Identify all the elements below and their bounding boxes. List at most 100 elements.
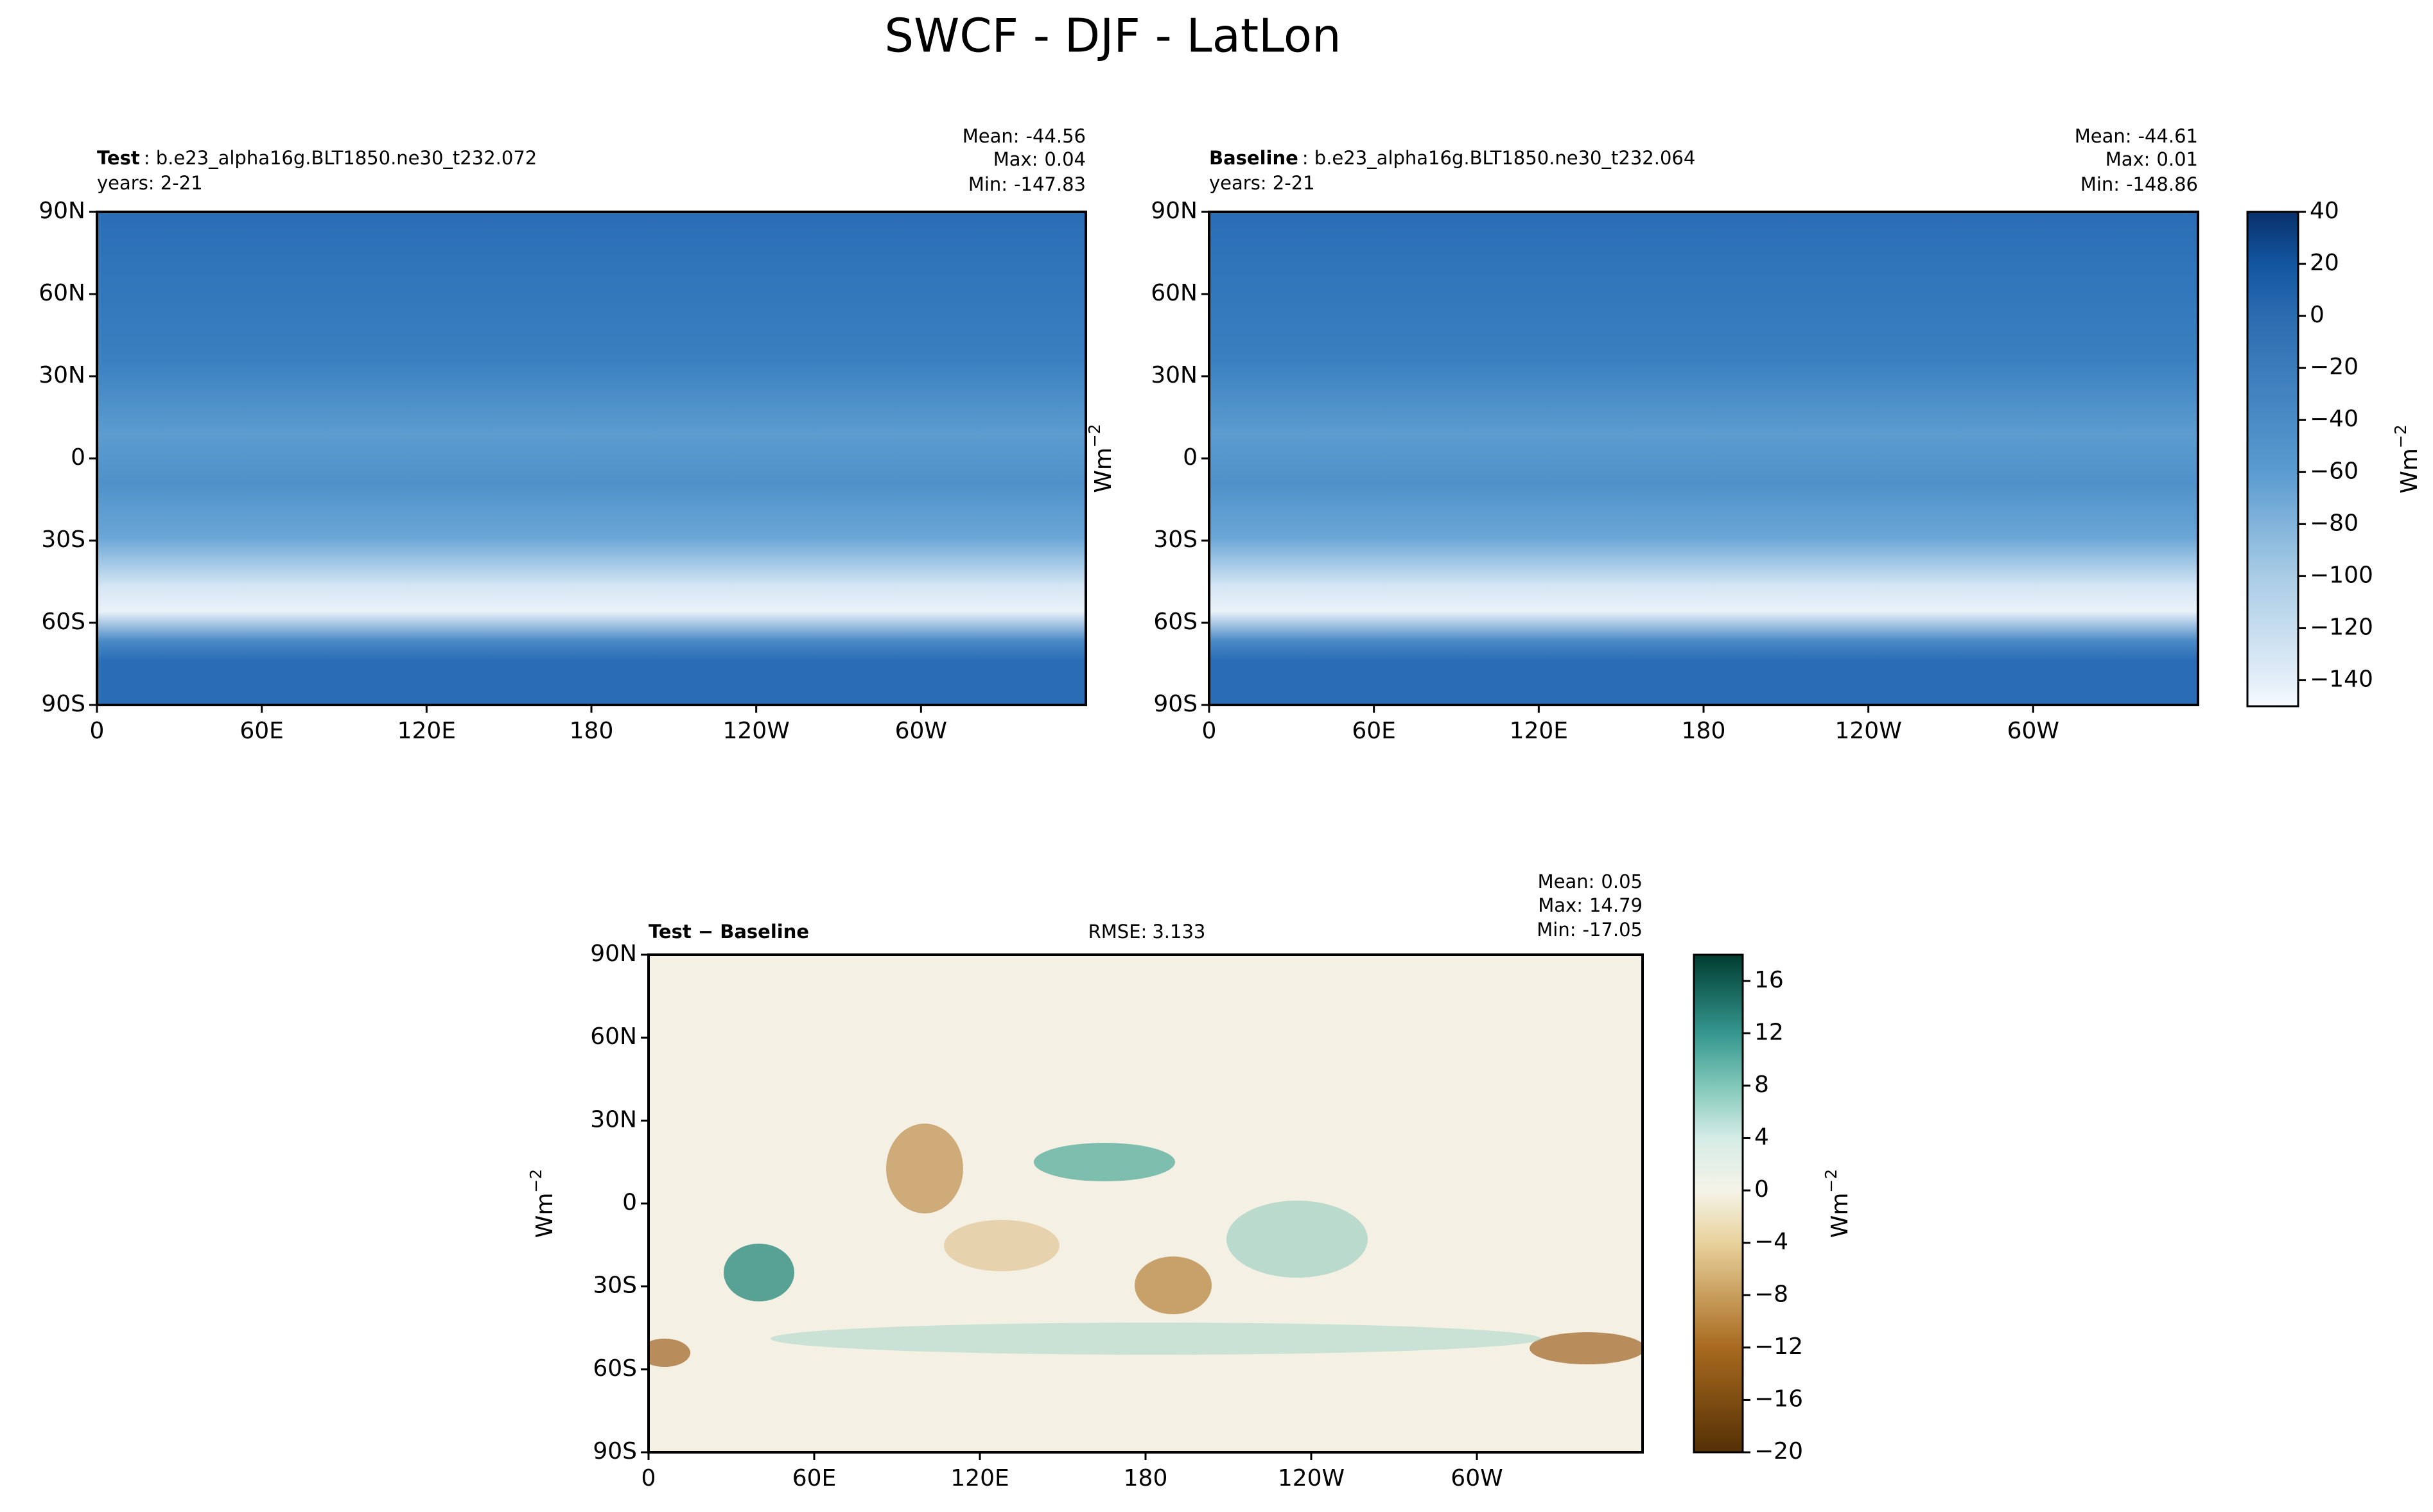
y-tick-label: 60S — [593, 1355, 637, 1382]
y-tick-label: 30S — [593, 1273, 637, 1299]
axis-units: Wm−2 — [527, 1169, 558, 1238]
y-tick-label: 60S — [41, 609, 85, 635]
units-exp: −2 — [527, 1169, 545, 1193]
stat-label: Mean: — [1538, 871, 1595, 892]
x-tick-label: 0 — [1202, 718, 1217, 744]
x-tick-label: 120E — [1510, 718, 1568, 744]
stat-value: 14.79 — [1589, 894, 1643, 916]
colorbar-tick-label: −100 — [2310, 562, 2373, 588]
y-tick-label: 90S — [1153, 691, 1198, 717]
x-tick-label: 120E — [950, 1465, 1009, 1491]
colorbar-tick-label: −120 — [2310, 614, 2373, 640]
y-tick-label: 0 — [622, 1190, 637, 1216]
stat-label: Max: — [993, 148, 1038, 170]
colorbar-tick-label: 12 — [1754, 1019, 1784, 1045]
x-tick-label: 180 — [1682, 718, 1726, 744]
stat-label: Min: — [1537, 919, 1576, 941]
colorbar-tick-label: 20 — [2310, 250, 2339, 276]
stat-value: 0.01 — [2156, 148, 2198, 170]
colorbar-tick-label: −80 — [2310, 510, 2359, 536]
panel-header: Test − Baseline — [649, 921, 809, 943]
units-base: Wm — [1090, 448, 1117, 493]
y-tick-label: 60N — [590, 1023, 637, 1050]
colorbar-tick-label: −8 — [1754, 1281, 1788, 1307]
y-tick-label: 30S — [1153, 526, 1198, 553]
stat-value: -44.61 — [2138, 125, 2199, 147]
y-tick-label: 60N — [39, 280, 85, 306]
axis-units: Wm−2 — [2391, 424, 2423, 494]
stat-value: -147.83 — [1014, 173, 1086, 195]
panel-header: Test: b.e23_alpha16g.BLT1850.ne30_t232.0… — [97, 147, 537, 169]
colorbar-tick-label: −16 — [1754, 1386, 1803, 1412]
colorbar-tick-label: −140 — [2310, 666, 2373, 692]
x-tick-label: 60W — [2007, 718, 2059, 744]
stat: Mean: -44.56 — [963, 125, 1086, 147]
y-tick-label: 0 — [1183, 444, 1198, 471]
stat: Min: -148.86 — [2080, 173, 2198, 195]
stat: Min: -17.05 — [1537, 919, 1643, 941]
stat-label: Min: — [2080, 173, 2120, 195]
years: years: 2-21 — [97, 172, 203, 194]
units-exp: −2 — [2391, 424, 2410, 448]
y-tick-label: 90N — [39, 198, 85, 224]
stat-value: -44.56 — [1026, 125, 1086, 147]
y-tick-label: 30N — [590, 1106, 637, 1133]
units-base: Wm — [1827, 1193, 1853, 1238]
colorbar-tick-label: −20 — [2310, 354, 2359, 380]
x-tick-label: 120E — [397, 718, 456, 744]
x-tick-label: 60W — [1451, 1465, 1503, 1491]
x-tick-label: 180 — [570, 718, 614, 744]
stat: Max: 0.01 — [2106, 148, 2198, 170]
stat-label: Max: — [2106, 148, 2150, 170]
axis-units: Wm−2 — [1085, 424, 1117, 493]
stat: Mean: -44.61 — [2075, 125, 2198, 147]
panel-label: Baseline — [1209, 147, 1298, 169]
rmse-value: 3.133 — [1152, 921, 1205, 943]
stat-value: -17.05 — [1583, 919, 1643, 941]
figure-title: SWCF - DJF - LatLon — [884, 9, 1341, 63]
colorbar-tick-label: 16 — [1754, 967, 1784, 993]
y-tick-label: 30N — [1151, 362, 1198, 388]
x-tick-label: 60W — [895, 718, 947, 744]
y-tick-label: 90N — [1151, 198, 1198, 224]
panel-label: Test — [97, 147, 140, 169]
colorbar-tick-label: 40 — [2310, 198, 2339, 224]
x-tick-label: 60E — [792, 1465, 837, 1491]
y-tick-label: 90S — [593, 1438, 637, 1464]
units-exp: −2 — [1822, 1169, 1840, 1193]
map-field — [1209, 212, 2198, 705]
colorbar-tick-label: −40 — [2310, 406, 2359, 432]
colorbar-tick-label: 0 — [1754, 1176, 1769, 1203]
x-tick-label: 0 — [90, 718, 105, 744]
colorbar — [2246, 211, 2299, 708]
rmse: RMSE: 3.133 — [1088, 921, 1206, 943]
x-tick-label: 180 — [1124, 1465, 1168, 1491]
rmse-label: RMSE: — [1088, 921, 1147, 943]
stat-label: Max: — [1538, 894, 1583, 916]
x-tick-label: 120W — [1835, 718, 1902, 744]
x-tick-label: 120W — [723, 718, 790, 744]
years: years: 2-21 — [1209, 172, 1315, 194]
difference-field — [649, 955, 1643, 1452]
x-tick-label: 60E — [1352, 718, 1396, 744]
case-name: : b.e23_alpha16g.BLT1850.ne30_t232.072 — [144, 147, 537, 169]
y-tick-label: 60S — [1153, 609, 1198, 635]
colorbar-tick-label: 4 — [1754, 1124, 1769, 1151]
colorbar-tick-label: −20 — [1754, 1438, 1803, 1464]
colorbar — [1693, 953, 1744, 1454]
panel-label: Test − Baseline — [649, 921, 809, 943]
colorbar-tick-label: −4 — [1754, 1229, 1788, 1255]
colorbar-tick-label: −60 — [2310, 458, 2359, 484]
stat: Mean: 0.05 — [1538, 871, 1643, 892]
stat-label: Mean: — [963, 125, 1020, 147]
y-tick-label: 90N — [590, 941, 637, 967]
stat: Min: -147.83 — [968, 173, 1086, 195]
case-name: : b.e23_alpha16g.BLT1850.ne30_t232.064 — [1302, 147, 1695, 169]
units-exp: −2 — [1085, 424, 1104, 448]
axis-units: Wm−2 — [1822, 1169, 1853, 1238]
x-tick-label: 60E — [240, 718, 284, 744]
colorbar-tick-label: 0 — [2310, 302, 2324, 328]
stat: Max: 0.04 — [993, 148, 1086, 170]
units-base: Wm — [532, 1193, 558, 1238]
